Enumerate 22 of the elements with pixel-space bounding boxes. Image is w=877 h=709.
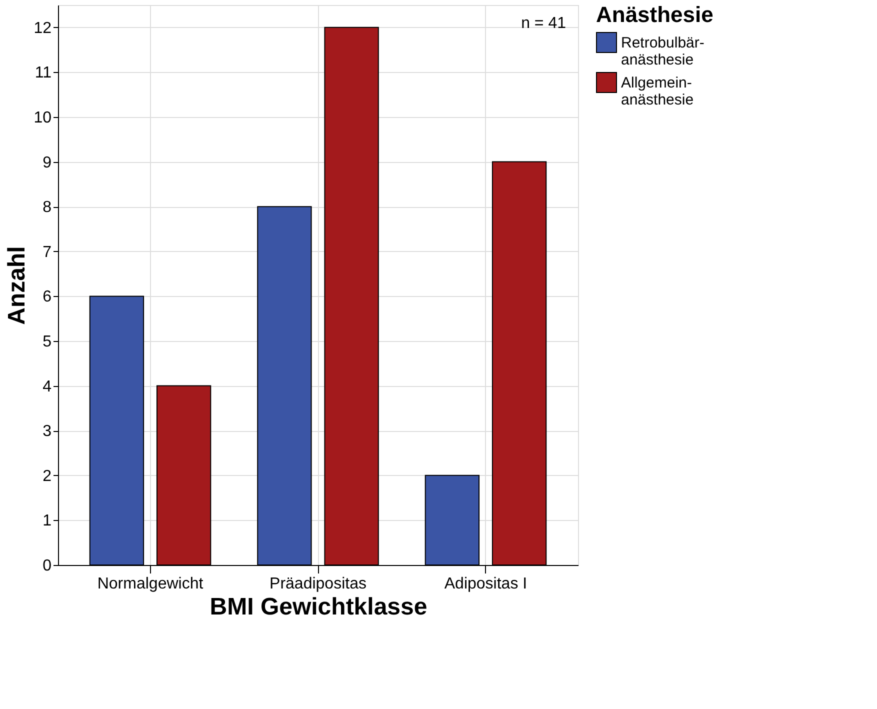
legend-label: Retrobulbär-anästhesie	[621, 34, 704, 68]
y-tick-label: 1	[42, 512, 52, 530]
x-tick-label: Normalgewicht	[97, 576, 204, 592]
y-tick-label: 12	[34, 20, 52, 37]
y-tick-label: 3	[42, 423, 52, 440]
x-tick-label: Präadipositas	[270, 576, 366, 592]
annotation: n = 41	[521, 15, 566, 32]
y-axis-title: Anzahl	[4, 246, 31, 325]
x-tick-label: Adipositas I	[444, 576, 528, 592]
y-tick-label: 11	[34, 64, 52, 82]
x-axis-title: BMI Gewichtklasse	[210, 594, 428, 620]
legend-label: Allgemein-anästhesie	[621, 74, 694, 108]
y-tick-label: 4	[42, 378, 52, 396]
y-tick-label: 5	[42, 334, 52, 350]
legend-title: Anästhesie	[596, 2, 714, 27]
y-tick-label: 7	[42, 244, 52, 261]
y-tick-label: 2	[42, 468, 52, 485]
y-tick-label: 10	[34, 110, 52, 126]
y-tick-label: 8	[42, 199, 52, 216]
y-tick-label: 9	[42, 154, 52, 172]
y-tick-label: 6	[42, 288, 52, 306]
y-tick-label: 0	[42, 558, 52, 574]
